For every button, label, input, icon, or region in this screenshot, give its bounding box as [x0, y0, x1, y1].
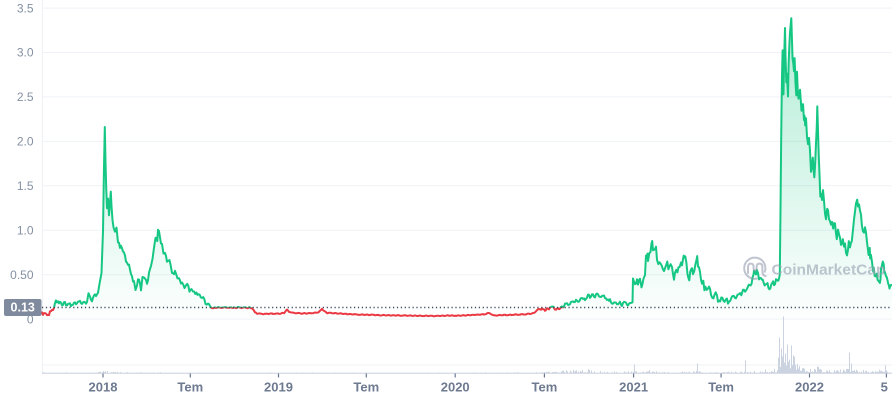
- svg-text:5: 5: [881, 380, 888, 395]
- svg-text:3.5: 3.5: [17, 1, 34, 15]
- svg-text:2.5: 2.5: [17, 90, 34, 104]
- svg-text:2019: 2019: [264, 380, 293, 395]
- svg-text:0.50: 0.50: [10, 268, 34, 282]
- svg-text:1.5: 1.5: [17, 179, 34, 193]
- svg-text:Tem: Tem: [708, 380, 734, 395]
- svg-text:Tem: Tem: [353, 380, 379, 395]
- svg-text:2018: 2018: [89, 380, 118, 395]
- svg-text:0: 0: [27, 312, 34, 326]
- svg-text:2.0: 2.0: [17, 135, 34, 149]
- svg-text:Tem: Tem: [177, 380, 203, 395]
- svg-text:2020: 2020: [441, 380, 470, 395]
- svg-text:CoinMarketCap: CoinMarketCap: [772, 261, 886, 278]
- svg-text:2022: 2022: [795, 380, 824, 395]
- svg-text:2021: 2021: [619, 380, 648, 395]
- svg-text:3.0: 3.0: [17, 46, 34, 60]
- svg-text:0.13: 0.13: [11, 301, 35, 315]
- svg-text:1.0: 1.0: [17, 223, 34, 237]
- svg-text:Tem: Tem: [532, 380, 558, 395]
